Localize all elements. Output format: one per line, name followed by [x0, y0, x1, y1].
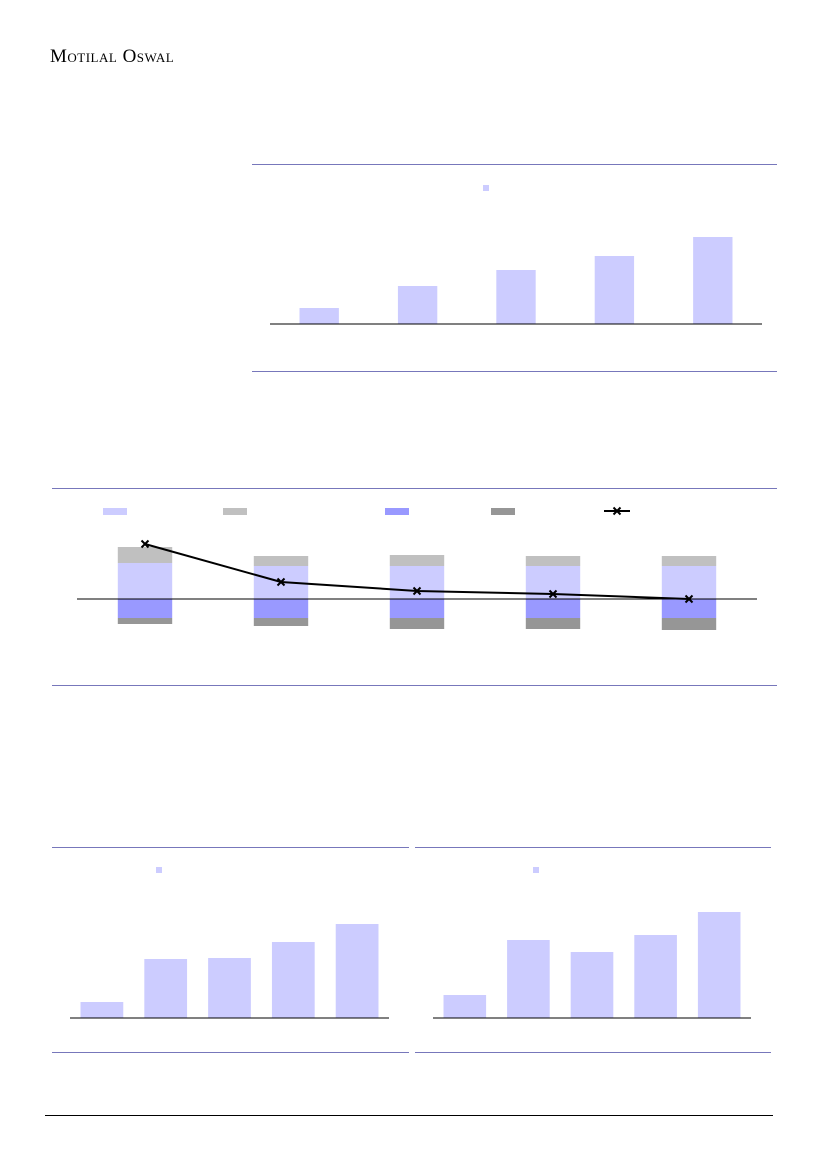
bar-segment: [117, 563, 173, 599]
legend-swatch: [483, 185, 489, 191]
bar-segment: [525, 618, 581, 629]
line-marker: [140, 539, 150, 549]
bar-segment: [117, 618, 173, 624]
legend-swatch: [103, 508, 127, 515]
bar: [271, 942, 315, 1018]
bar-segment: [117, 547, 173, 563]
bar-segment: [525, 599, 581, 618]
bar-segment: [661, 556, 717, 566]
bar: [80, 1002, 124, 1018]
bar: [507, 940, 550, 1018]
bar-segment: [525, 556, 581, 566]
bar: [697, 912, 741, 1018]
bar-segment: [253, 599, 309, 618]
legend-swatch: [491, 508, 515, 515]
bar: [335, 924, 379, 1018]
bar-segment: [389, 566, 445, 599]
legend-swatch: [385, 508, 409, 515]
bar-segment: [389, 599, 445, 618]
line-marker: [684, 594, 694, 604]
bar-segment: [661, 618, 717, 630]
bar: [594, 256, 635, 324]
line-marker: [412, 586, 422, 596]
bar: [208, 958, 251, 1018]
line-marker: [612, 506, 622, 516]
bar: [299, 308, 339, 324]
brand: Motilal Oswal: [50, 46, 175, 67]
bar-segment: [661, 566, 717, 599]
line-marker: [548, 589, 558, 599]
bar: [443, 995, 487, 1018]
legend-swatch: [223, 508, 247, 515]
legend-swatch: [156, 867, 162, 873]
bar-segment: [661, 599, 717, 618]
bar: [634, 935, 677, 1018]
bar: [693, 237, 733, 324]
bar-segment: [117, 599, 173, 618]
bar-segment: [253, 556, 309, 566]
bar-segment: [389, 618, 445, 629]
line-marker: [276, 577, 286, 587]
legend-swatch: [533, 867, 539, 873]
bar-segment: [389, 555, 445, 566]
bar-segment: [253, 618, 309, 626]
bar: [397, 286, 438, 324]
bar: [570, 952, 614, 1018]
bar: [144, 959, 188, 1018]
frames: [52, 164, 777, 1053]
bar: [496, 270, 536, 324]
